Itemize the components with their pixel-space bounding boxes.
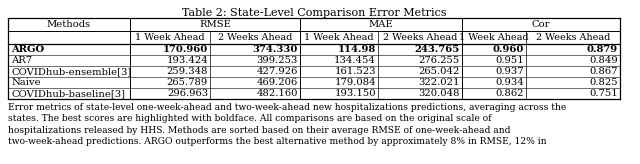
- Text: 1 Week Ahead: 1 Week Ahead: [459, 33, 529, 42]
- Text: 0.862: 0.862: [495, 89, 524, 98]
- Text: 193.150: 193.150: [334, 89, 376, 98]
- Text: 0.960: 0.960: [493, 45, 524, 54]
- Text: 296.963: 296.963: [167, 89, 208, 98]
- Text: 2 Weeks Ahead: 2 Weeks Ahead: [536, 33, 610, 42]
- Text: 265.789: 265.789: [167, 78, 208, 87]
- Text: 427.926: 427.926: [257, 67, 298, 76]
- Text: 1 Week Ahead: 1 Week Ahead: [135, 33, 205, 42]
- Text: Methods: Methods: [47, 20, 91, 29]
- Text: 114.98: 114.98: [338, 45, 376, 54]
- Text: ARGO: ARGO: [11, 45, 44, 54]
- Text: 0.751: 0.751: [589, 89, 618, 98]
- Text: COVIDhub-ensemble[3]: COVIDhub-ensemble[3]: [11, 67, 131, 76]
- Text: 193.424: 193.424: [166, 56, 208, 65]
- Text: 1 Week Ahead: 1 Week Ahead: [304, 33, 374, 42]
- Text: 0.849: 0.849: [589, 56, 618, 65]
- Text: AR7: AR7: [11, 56, 32, 65]
- Text: 2 Weeks Ahead: 2 Weeks Ahead: [218, 33, 292, 42]
- Text: Table 2: State-Level Comparison Error Metrics: Table 2: State-Level Comparison Error Me…: [182, 8, 446, 18]
- Text: 0.934: 0.934: [495, 78, 524, 87]
- Text: 0.951: 0.951: [495, 56, 524, 65]
- Text: 243.765: 243.765: [415, 45, 460, 54]
- Text: 374.330: 374.330: [253, 45, 298, 54]
- Text: 0.825: 0.825: [589, 78, 618, 87]
- Text: 161.523: 161.523: [335, 67, 376, 76]
- Text: Naive: Naive: [11, 78, 40, 87]
- Text: 179.084: 179.084: [334, 78, 376, 87]
- Text: 170.960: 170.960: [163, 45, 208, 54]
- Text: 134.454: 134.454: [334, 56, 376, 65]
- Text: Cor: Cor: [532, 20, 550, 29]
- Text: 399.253: 399.253: [257, 56, 298, 65]
- Text: 276.255: 276.255: [419, 56, 460, 65]
- Text: RMSE: RMSE: [199, 20, 231, 29]
- Text: Error metrics of state-level one-week-ahead and two-week-ahead new hospitalizati: Error metrics of state-level one-week-ah…: [8, 103, 566, 146]
- Text: MAE: MAE: [369, 20, 394, 29]
- Text: 265.042: 265.042: [419, 67, 460, 76]
- Text: 482.160: 482.160: [257, 89, 298, 98]
- Text: 0.867: 0.867: [589, 67, 618, 76]
- Text: 2 Weeks Ahead: 2 Weeks Ahead: [383, 33, 457, 42]
- Text: 320.048: 320.048: [419, 89, 460, 98]
- Text: COVIDhub-baseline[3]: COVIDhub-baseline[3]: [11, 89, 125, 98]
- Text: 259.348: 259.348: [166, 67, 208, 76]
- Text: 322.021: 322.021: [419, 78, 460, 87]
- Text: 0.879: 0.879: [587, 45, 618, 54]
- Text: 469.206: 469.206: [257, 78, 298, 87]
- Text: 0.937: 0.937: [495, 67, 524, 76]
